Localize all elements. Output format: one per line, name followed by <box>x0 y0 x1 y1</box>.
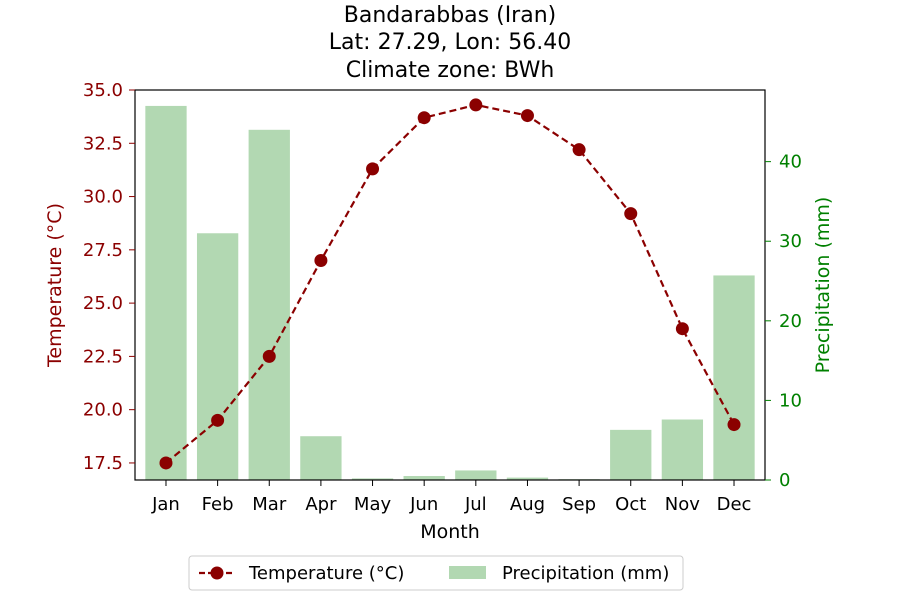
temp-point-dec <box>727 418 741 432</box>
temp-point-nov <box>675 322 689 336</box>
left-tick-label-27.5: 27.5 <box>83 240 123 261</box>
title-line-3: Climate zone: BWh <box>346 58 555 83</box>
x-tick-label-jun: Jun <box>409 494 438 515</box>
right-tick-label-0: 0 <box>779 470 790 491</box>
temperature-markers <box>159 98 741 470</box>
temp-point-feb <box>211 413 225 427</box>
precip-bar-jun <box>403 476 445 480</box>
temp-point-sep <box>572 143 586 157</box>
x-tick-label-jul: Jul <box>464 494 487 515</box>
right-tick-label-30: 30 <box>779 231 802 252</box>
precip-bar-dec <box>713 275 755 480</box>
precipitation-bars <box>145 105 755 481</box>
precip-bar-apr <box>300 436 342 480</box>
legend-precipitation-label: Precipitation (mm) <box>502 563 669 584</box>
x-tick-label-nov: Nov <box>665 494 700 515</box>
left-tick-label-35.0: 35.0 <box>83 80 123 101</box>
x-tick-label-jan: Jan <box>151 494 180 515</box>
left-tick-label-20.0: 20.0 <box>83 400 123 421</box>
x-tick-label-feb: Feb <box>202 494 234 515</box>
plot-frame <box>134 89 766 481</box>
title-line-2: Lat: 27.29, Lon: 56.40 <box>329 30 571 55</box>
right-tick-label-40: 40 <box>779 152 802 173</box>
temperature-line <box>165 103 735 464</box>
right-axis-label: Precipitation (mm) <box>812 197 834 374</box>
legend-temperature-marker <box>210 566 224 580</box>
legend-frame <box>188 555 684 591</box>
x-tick-label-oct: Oct <box>615 494 646 515</box>
x-axis-ticks: Jan Feb Mar Apr May Jun Jul Aug Sep Oct Nov Dec <box>151 480 751 515</box>
precip-bar-nov <box>661 419 704 480</box>
left-tick-label-32.5: 32.5 <box>83 133 123 154</box>
temp-point-jun <box>417 111 431 125</box>
x-tick-label-sep: Sep <box>562 494 596 515</box>
right-tick-label-10: 10 <box>779 390 802 411</box>
temp-point-jan <box>159 456 173 470</box>
precip-bar-feb <box>196 233 239 480</box>
chart-title: Bandarabbas (Iran) Lat: 27.29, Lon: 56.4… <box>329 3 571 83</box>
legend-precipitation-swatch <box>449 566 486 579</box>
x-axis-label: Month <box>420 521 480 543</box>
right-axis-ticks: 0 10 20 30 40 <box>765 152 802 491</box>
x-tick-label-apr: Apr <box>305 494 337 515</box>
temp-point-apr <box>314 253 328 267</box>
x-tick-label-aug: Aug <box>510 494 545 515</box>
precip-bar-jan <box>145 105 187 481</box>
precip-bar-oct <box>610 429 652 480</box>
left-tick-label-25.0: 25.0 <box>83 293 123 314</box>
precip-bar-aug <box>506 477 549 480</box>
temperature-series-line <box>165 103 735 464</box>
temp-point-may <box>366 162 380 176</box>
precip-bar-may <box>351 478 394 480</box>
precip-bar-jul <box>455 470 497 480</box>
title-line-1: Bandarabbas (Iran) <box>344 3 556 28</box>
left-axis-ticks: 17.5 20.0 22.5 25.0 27.5 30.0 32.5 35.0 <box>83 80 135 474</box>
temp-point-mar <box>262 349 276 363</box>
temp-point-oct <box>624 207 638 221</box>
temp-point-aug <box>520 109 534 123</box>
left-tick-label-17.5: 17.5 <box>83 453 123 474</box>
left-axis-label: Temperature (°C) <box>44 203 66 368</box>
x-tick-label-dec: Dec <box>717 494 752 515</box>
x-tick-label-may: May <box>354 494 392 515</box>
legend: Temperature (°C) Precipitation (mm) <box>188 555 684 591</box>
legend-temperature-label: Temperature (°C) <box>248 563 404 584</box>
left-tick-label-30.0: 30.0 <box>83 187 123 208</box>
right-tick-label-20: 20 <box>779 311 802 332</box>
x-tick-label-mar: Mar <box>252 494 287 515</box>
left-tick-label-22.5: 22.5 <box>83 346 123 367</box>
precip-bar-mar <box>248 129 290 481</box>
temp-point-jul <box>469 98 483 112</box>
